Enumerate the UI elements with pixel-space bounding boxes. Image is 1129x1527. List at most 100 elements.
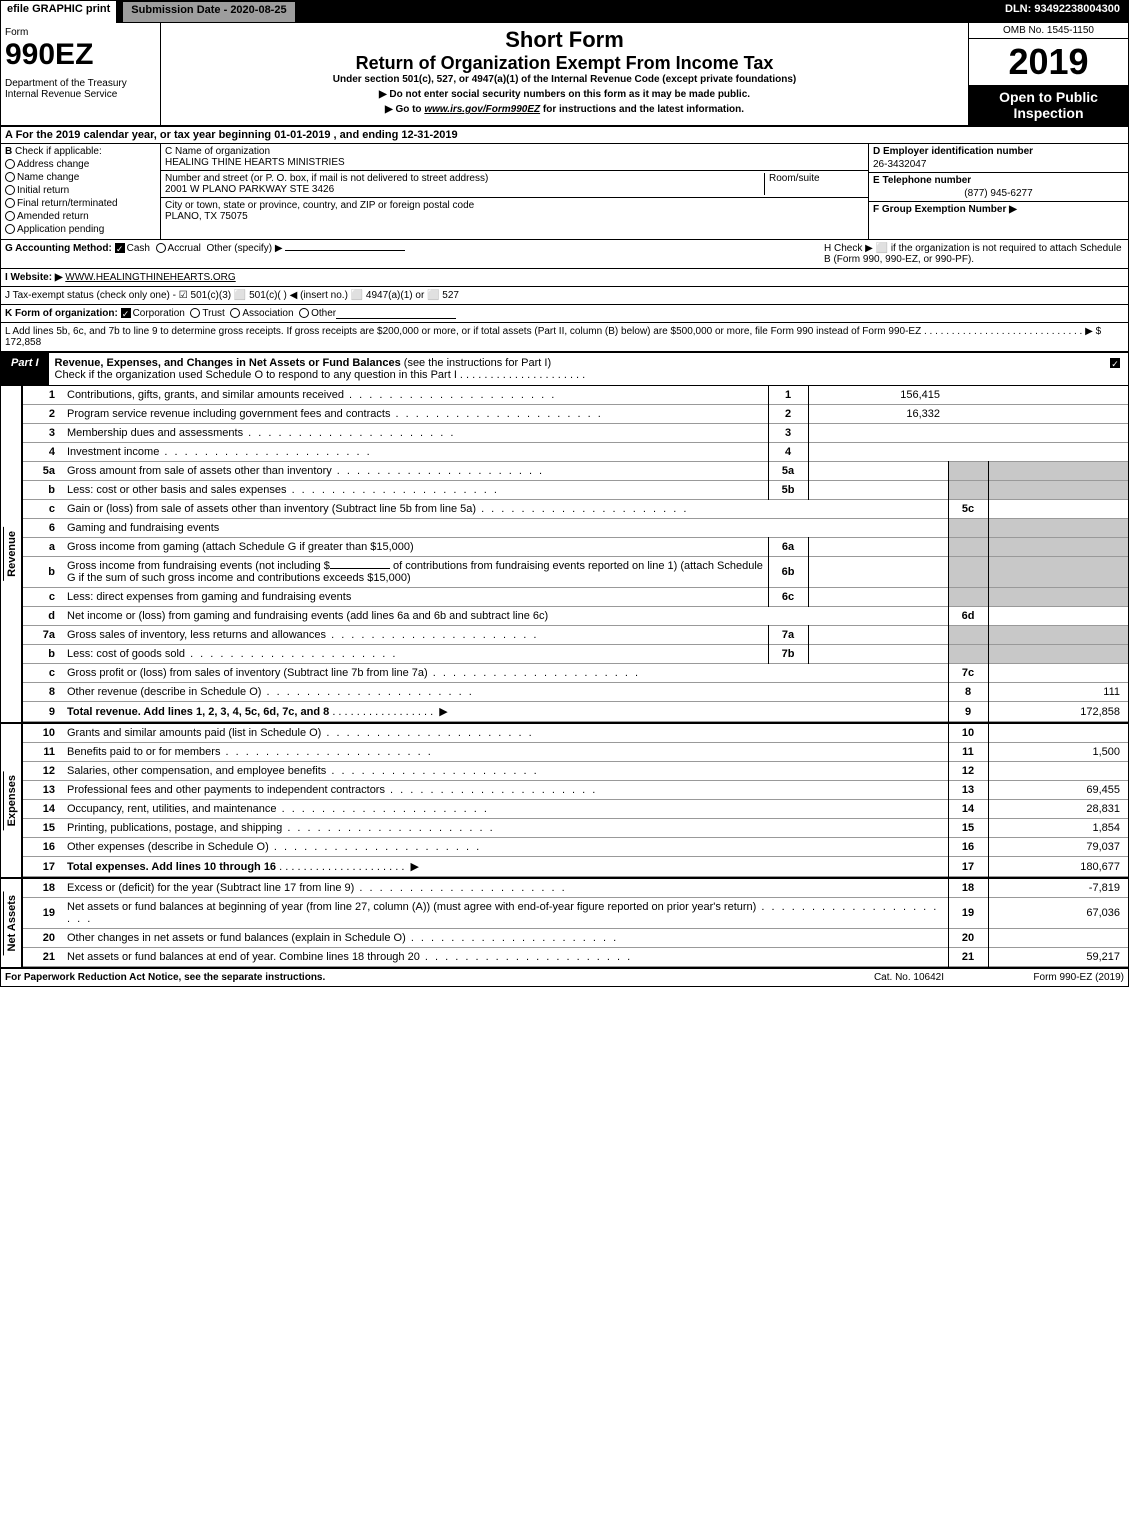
other-org-input[interactable] [336, 308, 456, 319]
g-label: G Accounting Method: [5, 243, 112, 254]
checkbox-accrual[interactable] [156, 243, 166, 253]
line-7c-amt [988, 664, 1128, 683]
opt-initial-return: Initial return [17, 185, 69, 196]
dln-label: DLN: 93492238004300 [997, 1, 1128, 23]
line-1-amt: 156,415 [808, 386, 948, 405]
line-5c-amt [988, 500, 1128, 519]
part-i-label: Part I [1, 353, 49, 385]
checkbox-application-pending[interactable] [5, 224, 15, 234]
form-word: Form [5, 27, 156, 38]
line-6b: bGross income from fundraising events (n… [23, 557, 1128, 588]
line-8: 8Other revenue (describe in Schedule O)8… [23, 683, 1128, 702]
line-15-amt: 1,854 [988, 819, 1128, 838]
line-3-amt [808, 424, 948, 443]
goto-post: for instructions and the latest informat… [540, 104, 744, 115]
line-20-desc: Other changes in net assets or fund bala… [63, 929, 948, 948]
checkbox-association[interactable] [230, 308, 240, 318]
line-6b-pre: Gross income from fundraising events (no… [67, 560, 330, 572]
checkbox-cash[interactable] [115, 243, 125, 253]
e-phone-label: E Telephone number [873, 175, 971, 186]
form-header: Form 990EZ Department of the Treasury In… [1, 23, 1128, 127]
k-label: K Form of organization: [5, 308, 118, 319]
line-9-desc: Total revenue. Add lines 1, 2, 3, 4, 5c,… [67, 706, 329, 718]
short-form-title: Short Form [165, 27, 964, 53]
street-value: 2001 W PLANO PARKWAY STE 3426 [165, 184, 764, 195]
line-14-amt: 28,831 [988, 800, 1128, 819]
row-i: I Website: ▶ WWW.HEALINGTHINEHEARTS.ORG [1, 269, 1128, 287]
checkbox-amended-return[interactable] [5, 211, 15, 221]
tax-year-row: A For the 2019 calendar year, or tax yea… [1, 127, 1128, 144]
tax-year: 2019 [969, 39, 1128, 85]
checkbox-trust[interactable] [190, 308, 200, 318]
checkbox-schedule-o-part-i[interactable] [1110, 358, 1120, 368]
line-6c-desc: Less: direct expenses from gaming and fu… [63, 588, 768, 607]
line-16-amt: 79,037 [988, 838, 1128, 857]
line-11: 11Benefits paid to or for members111,500 [23, 743, 1128, 762]
box-c: C Name of organization HEALING THINE HEA… [161, 144, 868, 239]
box-def: D Employer identification number 26-3432… [868, 144, 1128, 239]
line-5c: cGain or (loss) from sale of assets othe… [23, 500, 1128, 519]
row-l: L Add lines 5b, 6c, and 7b to line 9 to … [1, 323, 1128, 352]
org-name: HEALING THINE HEARTS MINISTRIES [165, 157, 864, 168]
line-11-amt: 1,500 [988, 743, 1128, 762]
checkbox-other[interactable] [299, 308, 309, 318]
line-19-desc: Net assets or fund balances at beginning… [63, 898, 948, 929]
street-label: Number and street (or P. O. box, if mail… [165, 173, 764, 184]
line-3-desc: Membership dues and assessments [63, 424, 768, 443]
line-21-amt: 59,217 [988, 948, 1128, 967]
line-10-amt [988, 724, 1128, 743]
line-12-desc: Salaries, other compensation, and employ… [63, 762, 948, 781]
line-6-desc: Gaming and fundraising events [63, 519, 948, 538]
other-specify-input[interactable] [285, 250, 405, 251]
line-15: 15Printing, publications, postage, and s… [23, 819, 1128, 838]
line-4: 4Investment income4 [23, 443, 1128, 462]
line-7c-desc: Gross profit or (loss) from sales of inv… [63, 664, 948, 683]
line-6c: cLess: direct expenses from gaming and f… [23, 588, 1128, 607]
checkbox-initial-return[interactable] [5, 185, 15, 195]
under-section-text: Under section 501(c), 527, or 4947(a)(1)… [165, 74, 964, 85]
row-g-h: G Accounting Method: Cash Accrual Other … [1, 240, 1128, 269]
line-5b: bLess: cost or other basis and sales exp… [23, 481, 1128, 500]
line-12: 12Salaries, other compensation, and empl… [23, 762, 1128, 781]
line-13-desc: Professional fees and other payments to … [63, 781, 948, 800]
submission-date-label: Submission Date - 2020-08-25 [122, 1, 295, 23]
line-18-amt: -7,819 [988, 879, 1128, 898]
f-group-label: F Group Exemption Number ▶ [873, 204, 1017, 215]
row-j: J Tax-exempt status (check only one) - ☑… [1, 287, 1128, 305]
line-16-desc: Other expenses (describe in Schedule O) [63, 838, 948, 857]
line-6a-desc: Gross income from gaming (attach Schedul… [63, 538, 768, 557]
c-name-label: C Name of organization [165, 146, 864, 157]
website-link[interactable]: WWW.HEALINGTHINEHEARTS.ORG [65, 272, 235, 283]
opt-other: Other [311, 308, 336, 319]
line-8-amt: 111 [988, 683, 1128, 702]
opt-other-specify: Other (specify) ▶ [206, 243, 282, 254]
line-19-amt: 67,036 [988, 898, 1128, 929]
line-2: 2Program service revenue including gover… [23, 405, 1128, 424]
line-16: 16Other expenses (describe in Schedule O… [23, 838, 1128, 857]
l-gross-receipts-text: L Add lines 5b, 6c, and 7b to line 9 to … [5, 326, 1124, 348]
box-b: B Check if applicable: Address change Na… [1, 144, 161, 239]
opt-cash: Cash [127, 243, 150, 254]
line-9: 9Total revenue. Add lines 1, 2, 3, 4, 5c… [23, 702, 1128, 722]
line-3: 3Membership dues and assessments3 [23, 424, 1128, 443]
part-i-check-text: Check if the organization used Schedule … [55, 369, 586, 381]
checkbox-final-return[interactable] [5, 198, 15, 208]
line-6d-desc: Net income or (loss) from gaming and fun… [63, 607, 948, 626]
line-6d: dNet income or (loss) from gaming and fu… [23, 607, 1128, 626]
checkbox-address-change[interactable] [5, 159, 15, 169]
line-7a-desc: Gross sales of inventory, less returns a… [63, 626, 768, 645]
page-footer: For Paperwork Reduction Act Notice, see … [1, 967, 1128, 986]
line-6a: aGross income from gaming (attach Schedu… [23, 538, 1128, 557]
irs-link[interactable]: www.irs.gov/Form990EZ [424, 104, 540, 115]
checkbox-corporation[interactable] [121, 308, 131, 318]
footer-cat-no: Cat. No. 10642I [874, 972, 944, 983]
line-6b-amount-input[interactable] [330, 568, 390, 569]
line-7b-desc: Less: cost of goods sold [63, 645, 768, 664]
opt-association: Association [242, 308, 293, 319]
part-i-header: Part I Revenue, Expenses, and Changes in… [1, 352, 1128, 386]
line-13: 13Professional fees and other payments t… [23, 781, 1128, 800]
line-5a-subamt [808, 462, 948, 481]
city-value: PLANO, TX 75075 [165, 211, 864, 222]
line-14-desc: Occupancy, rent, utilities, and maintena… [63, 800, 948, 819]
checkbox-name-change[interactable] [5, 172, 15, 182]
